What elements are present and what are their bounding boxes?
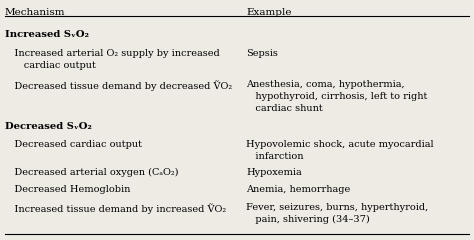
Text: Decreased arterial oxygen (CₐO₂): Decreased arterial oxygen (CₐO₂) [5, 168, 178, 177]
Text: Increased tissue demand by increased ṼO₂: Increased tissue demand by increased ṼO₂ [5, 203, 226, 214]
Text: Decreased cardiac output: Decreased cardiac output [5, 140, 142, 149]
Text: Fever, seizures, burns, hyperthyroid,
   pain, shivering (34–37): Fever, seizures, burns, hyperthyroid, pa… [246, 203, 428, 224]
Text: Decreased SᵥO₂: Decreased SᵥO₂ [5, 122, 91, 132]
Text: Sepsis: Sepsis [246, 49, 278, 58]
Text: Example: Example [246, 8, 292, 18]
Text: Anemia, hemorrhage: Anemia, hemorrhage [246, 185, 351, 194]
Text: Decreased Hemoglobin: Decreased Hemoglobin [5, 185, 130, 194]
Text: Hypoxemia: Hypoxemia [246, 168, 302, 177]
Text: Mechanism: Mechanism [5, 8, 65, 18]
Text: Hypovolemic shock, acute myocardial
   infarction: Hypovolemic shock, acute myocardial infa… [246, 140, 434, 161]
Text: Increased arterial O₂ supply by increased
      cardiac output: Increased arterial O₂ supply by increase… [5, 49, 219, 70]
Text: Decreased tissue demand by decreased ṼO₂: Decreased tissue demand by decreased ṼO₂ [5, 80, 232, 91]
Text: Increased SᵥO₂: Increased SᵥO₂ [5, 30, 89, 39]
Text: Anesthesia, coma, hypothermia,
   hypothyroid, cirrhosis, left to right
   cardi: Anesthesia, coma, hypothermia, hypothyro… [246, 80, 428, 113]
